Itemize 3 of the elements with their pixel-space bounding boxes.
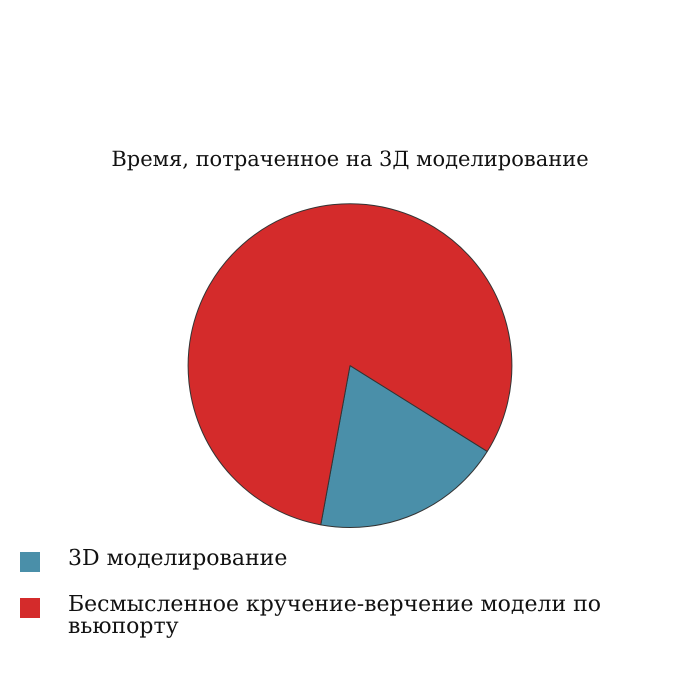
chart-title: Время, потраченное на 3Д моделирование xyxy=(111,147,589,172)
legend-label: Бесмысленное кручение-верчение модели по вьюпорту xyxy=(68,592,602,639)
legend-label: 3D моделирование xyxy=(68,546,288,571)
